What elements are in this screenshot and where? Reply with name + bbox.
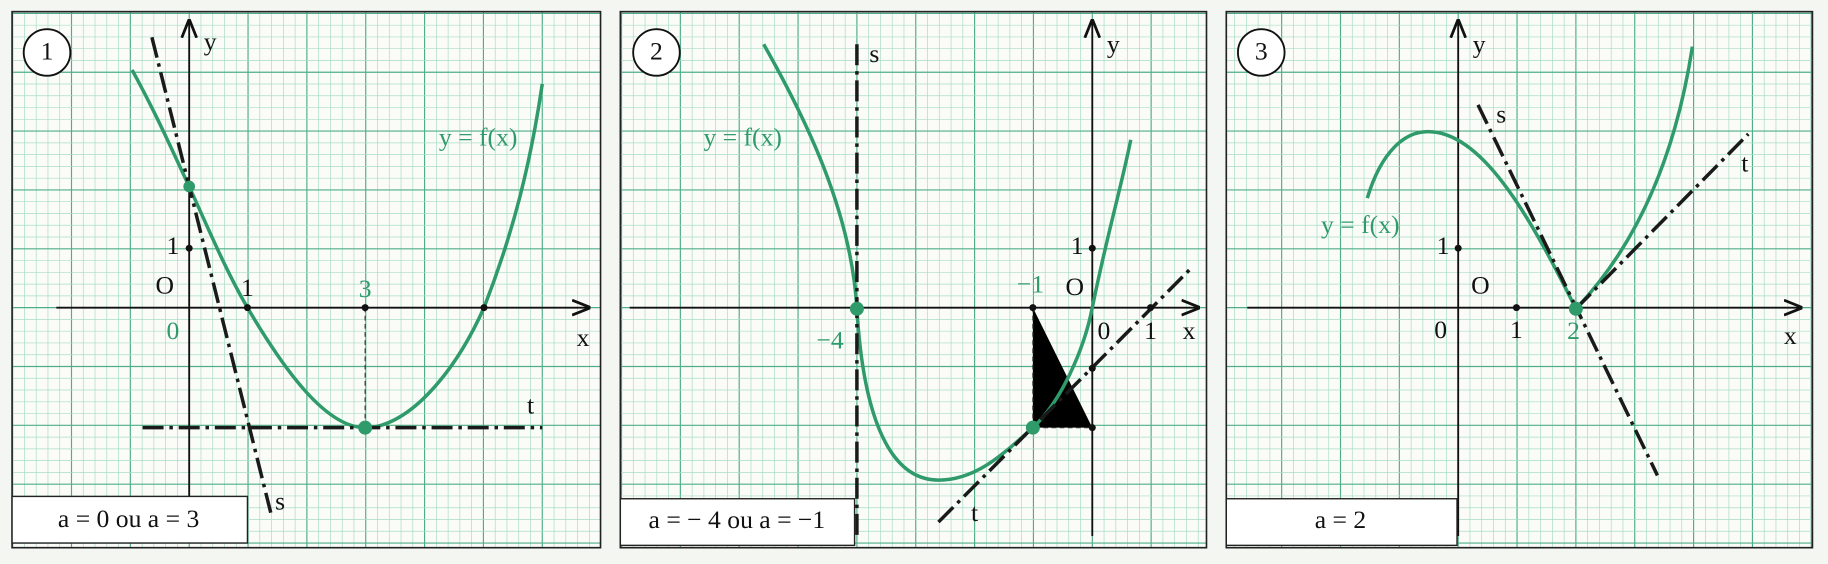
panel-2: 2 y x O −4 −1 0 1 1 y = f(x) s t a = − 4… [619,21,1198,547]
tangent-s [150,36,273,514]
tick-dot [1029,304,1037,312]
tangent-label: s [869,39,879,68]
caption: a = − 4 ou a = −1 [649,505,826,534]
tick-label: 1 [241,273,254,302]
origin-label: O [155,271,174,300]
tick-dot [1454,244,1462,252]
caption: a = 0 ou a = 3 [58,504,199,533]
axis-label: y [1473,29,1486,58]
curve-label: y = f(x) [1321,210,1400,239]
curve [1365,46,1695,312]
tangent-s [1476,104,1660,477]
tick-label: 0 [1098,316,1111,345]
tick-label: 2 [1567,316,1580,345]
axis-label: x [577,323,590,352]
tangent-label: s [1496,99,1506,128]
panel-number: 1 [41,36,54,65]
caption-box [1225,498,1458,547]
tick-dot [1088,244,1096,252]
caption-box [11,495,249,544]
tick-label: 1 [1144,316,1157,345]
panel-frame [11,10,602,549]
point [358,420,373,435]
tick-dot [185,244,193,252]
point [183,180,196,193]
curve-label: y = f(x) [439,123,518,152]
tick-dot [1512,304,1520,312]
tick-label: 1 [1437,231,1450,260]
panel-number: 3 [1255,36,1268,65]
panel-number: 2 [650,36,663,65]
tangent-label: t [527,391,534,420]
tick-label: 0 [166,316,179,345]
tangent-label: t [971,498,978,527]
tick-label: 1 [166,231,179,260]
axis-label: x [1784,321,1797,350]
tick-dot [361,304,369,312]
point [849,301,864,316]
axis-label: y [1107,29,1120,58]
origin-label: O [1471,271,1490,300]
tick-dot [1147,304,1155,312]
tick-label: 1 [1510,315,1523,344]
tick-dot [1088,424,1096,432]
panel-badge [1237,28,1286,77]
panel-background [1226,11,1813,548]
tick-label: 1 [1071,231,1084,260]
curve [762,43,1133,482]
grids [11,10,1814,549]
tick-label: −1 [1017,270,1044,299]
panel-badge [632,28,681,77]
tick-label: −4 [816,325,843,354]
panel-frame [619,10,1208,549]
caption-box [619,498,856,547]
point [1568,301,1583,316]
tangent-label: s [275,486,285,515]
tick-label: 3 [359,274,372,303]
tangent-t [1574,132,1750,311]
curve-label: y = f(x) [703,123,781,152]
panel-badge [22,28,72,77]
point [1025,420,1040,435]
axis-label: y [204,27,217,56]
tick-dot [243,304,251,312]
panel-3: 3 y x O 0 1 2 1 y = f(x) s t a = 2 [1225,21,1800,547]
origin-label: O [1066,272,1085,301]
tick-dot [480,304,488,312]
axis-label: x [1183,316,1196,345]
caption: a = 2 [1315,505,1366,534]
panel-background [620,11,1207,548]
tick-label: 0 [1434,315,1447,344]
tangent-label: t [1741,148,1748,177]
panel-1: 1 y x O 0 1 3 1 y = f(x) s t a = 0 ou a … [11,21,590,544]
guide [1032,307,1093,429]
panel-frame [1225,10,1814,549]
tick-dot [1088,364,1096,372]
